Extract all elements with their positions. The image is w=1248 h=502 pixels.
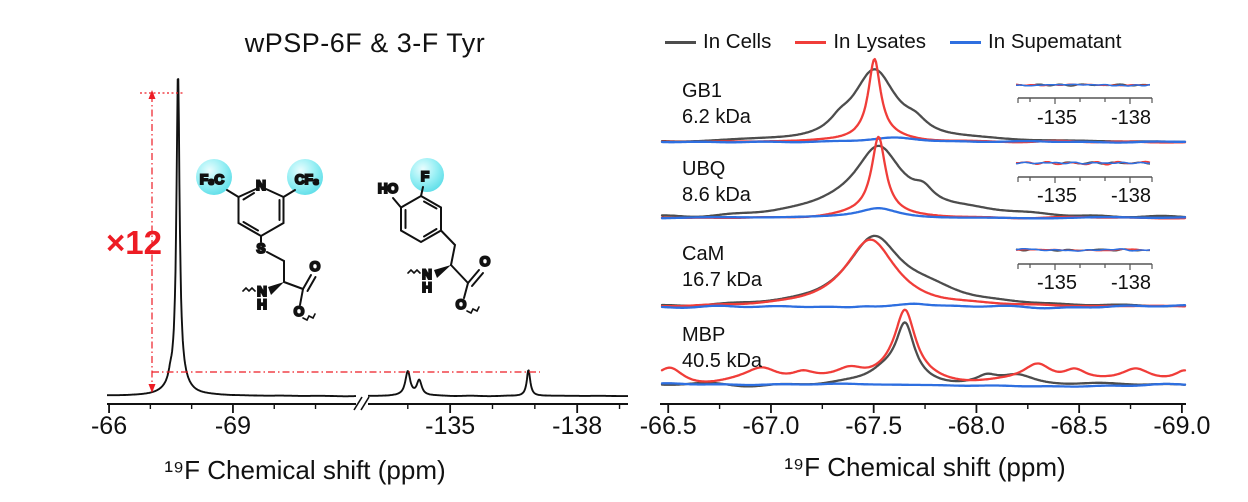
in-cells-line-swatch (665, 40, 696, 44)
protein-mass: 6.2 kDa (682, 106, 751, 128)
x-tick-label: -66.5 (640, 412, 697, 440)
x-tick-label: -69 (215, 412, 251, 440)
legend-item-in-cells: In Cells (665, 30, 771, 54)
inset-trace-supernatant (1015, 247, 1150, 252)
protein-mass: 16.7 kDa (682, 269, 763, 291)
left-panel-title: wPSP-6F & 3-F Tyr (244, 28, 486, 58)
protein-name: UBQ (682, 158, 726, 180)
trace-gb1-supernatant (660, 136, 1187, 144)
scale-x12-annotation: ×12 (106, 224, 162, 261)
x-tick-label: -68.0 (948, 412, 1005, 440)
left-spectrum-trace (106, 78, 357, 398)
atom-label-o: O (480, 254, 491, 269)
atom-label-n: N (422, 267, 432, 282)
in-lysates-line-swatch (795, 40, 827, 44)
row-label-ubq: UBQ 8.6 kDa (682, 156, 751, 208)
trace-mbp-cells (660, 321, 1187, 388)
right-xaxis-label: ¹⁹F Chemical shift (ppm) (784, 452, 1066, 482)
atom-label-s: S (256, 241, 265, 256)
inset-tick-label: -135 (1037, 185, 1077, 207)
protein-name: CaM (682, 243, 725, 265)
legend-label: In Supematant (988, 30, 1122, 53)
row-label-cam: CaM 16.7 kDa (682, 241, 762, 293)
trace-cam-lysates (660, 238, 1187, 308)
inset-trace-supernatant (1016, 83, 1150, 87)
trace-ubq-supernatant (660, 207, 1187, 220)
f3tyr-structure: HO F N H O O (377, 158, 491, 315)
x-tick-label: -135 (425, 412, 475, 440)
protein-mass: 8.6 kDa (682, 184, 751, 206)
atom-label-o: O (310, 259, 321, 274)
trace-cam-supernatant (660, 302, 1187, 310)
row-label-mbp: MBP 40.5 kDa (682, 322, 762, 374)
x-tick-label: -68.5 (1051, 412, 1108, 440)
x-tick-label: -69.0 (1153, 412, 1210, 440)
arrow-head-down (148, 384, 156, 393)
protein-name: GB1 (682, 80, 723, 102)
fluorine-highlight-ball (410, 158, 444, 192)
generated-plots: -66 -69 -135 -138 -66.5 -67.0 -67.5 -68.0 -68.5 -… (91, 57, 1210, 440)
left-spectrum-trace (367, 369, 629, 398)
in-supernatant-line-swatch (950, 40, 982, 44)
legend: In Cells In Lysates In Supematant (665, 30, 1121, 54)
x-tick-label: -67.0 (742, 412, 799, 440)
trace-mbp-supernatant (660, 382, 1187, 388)
atom-label-cf3: CF₃ (295, 172, 319, 187)
x-tick-label: -66 (91, 412, 127, 440)
atom-label-h: H (422, 280, 432, 295)
fluorine-highlight-ball (196, 159, 232, 195)
inset-tick-label: -138 (1111, 185, 1151, 207)
atom-label-f3c: F₃C (200, 172, 224, 187)
axis-break-slash (353, 396, 363, 411)
atom-label-o: O (294, 304, 305, 319)
legend-item-in-supernatant: In Supematant (950, 30, 1121, 54)
x-tick-label: -67.5 (845, 412, 902, 440)
inset-tick-label: -135 (1037, 272, 1077, 294)
atom-label-ring-n: N (256, 178, 266, 193)
trace-mbp-lysates (660, 308, 1187, 383)
inset-tick-label: -135 (1037, 107, 1077, 129)
atom-label-h: H (257, 297, 267, 312)
atom-label-ho: HO (378, 181, 398, 196)
x-tick-label: -138 (552, 412, 602, 440)
axis-break-slash (360, 396, 370, 411)
atom-label-n: N (257, 284, 267, 299)
legend-label: In Cells (703, 30, 772, 53)
wpsp6f-structure: F₃C N CF₃ S N H O O (196, 159, 323, 322)
protein-name: MBP (682, 324, 726, 346)
inset-trace-supernatant (1015, 161, 1150, 165)
left-xaxis-label: ¹⁹F Chemical shift (ppm) (164, 455, 446, 485)
fluorine-highlight-ball (287, 159, 323, 195)
arrow-head-up (148, 90, 156, 99)
row-label-gb1: GB1 6.2 kDa (682, 78, 751, 130)
trace-ubq-cells (660, 144, 1187, 219)
inset-tick-label: -138 (1111, 107, 1151, 129)
atom-label-o: O (456, 297, 467, 312)
atom-label-f: F (421, 169, 429, 184)
protein-mass: 40.5 kDa (682, 350, 763, 372)
legend-item-in-lysates: In Lysates (795, 30, 926, 54)
inset-tick-label: -138 (1111, 272, 1151, 294)
legend-label: In Lysates (833, 30, 927, 53)
